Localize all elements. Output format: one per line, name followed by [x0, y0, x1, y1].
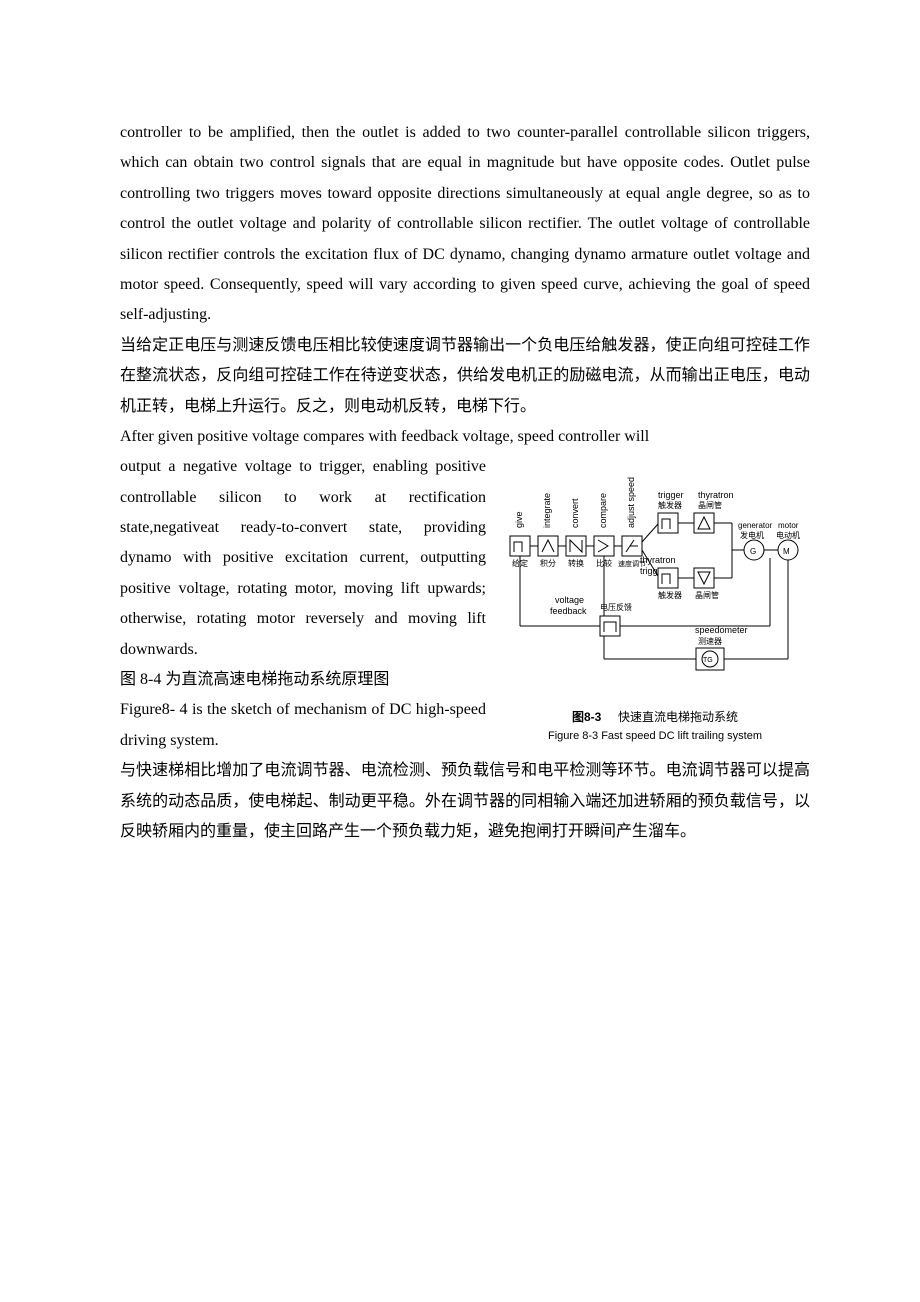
label-thyratron-mid-cn: 晶闸管	[695, 590, 719, 600]
label-thyratron-top: thyratron	[698, 490, 734, 500]
generator-symbol: G	[750, 547, 756, 556]
label-motor-cn: 电动机	[776, 530, 800, 540]
figure-caption-cn: 快速直流电梯拖动系统	[618, 710, 738, 724]
motor-symbol: M	[783, 547, 790, 556]
paragraph-2-cn: 当给定正电压与测速反馈电压相比较使速度调节器输出一个负电压给触发器，使正向组可控…	[120, 331, 810, 422]
figure-wrap-section: give integrate convert compare adjust sp…	[120, 452, 810, 756]
label-voltage-feedback-cn: 电压反馈	[600, 602, 632, 612]
label-generator-cn: 发电机	[740, 530, 764, 540]
document-page: controller to be amplified, then the out…	[0, 0, 920, 1302]
label-give: give	[514, 512, 524, 529]
paragraph-1-en: controller to be amplified, then the out…	[120, 118, 810, 331]
figure-caption-en: Figure 8-3 Fast speed DC lift trailing s…	[500, 728, 810, 745]
label-speedometer-cn: 测速器	[698, 637, 722, 646]
label-generator: generator	[738, 521, 773, 530]
label-compare: compare	[598, 493, 608, 528]
label-integrate: integrate	[542, 493, 552, 528]
label-convert-cn: 转换	[568, 558, 584, 568]
figure-8-3: give integrate convert compare adjust sp…	[500, 458, 810, 744]
diagram-row-1	[510, 536, 642, 556]
label-trigger-mid-cn: 触发器	[658, 590, 682, 600]
label-adjust-speed: adjust speed	[626, 477, 636, 528]
label-convert: convert	[570, 498, 580, 528]
label-feedback: feedback	[550, 606, 587, 616]
label-speedometer: speedometer	[695, 625, 748, 635]
paragraph-6-cn: 与快速梯相比增加了电流调节器、电流检测、预负载信号和电平检测等环节。电流调节器可…	[120, 756, 810, 847]
figure-caption-cn-prefix: 图8-3	[572, 710, 601, 724]
label-trigger-top: trigger	[658, 490, 684, 500]
label-motor: motor	[778, 521, 799, 530]
label-thyratron-mid: thyratron	[640, 555, 676, 565]
label-tg: TG	[703, 657, 713, 664]
paragraph-3a-en: After given positive voltage compares wi…	[120, 422, 810, 452]
label-voltage: voltage	[555, 595, 584, 605]
figure-8-3-diagram: give integrate convert compare adjust sp…	[500, 458, 810, 688]
label-trigger-top-cn: 触发器	[658, 500, 682, 510]
label-integrate-cn: 积分	[540, 558, 556, 568]
figure-caption: 图8-3 快速直流电梯拖动系统 Figure 8-3 Fast speed DC…	[500, 708, 810, 745]
label-thyratron-top-cn: 晶闸管	[698, 500, 722, 510]
